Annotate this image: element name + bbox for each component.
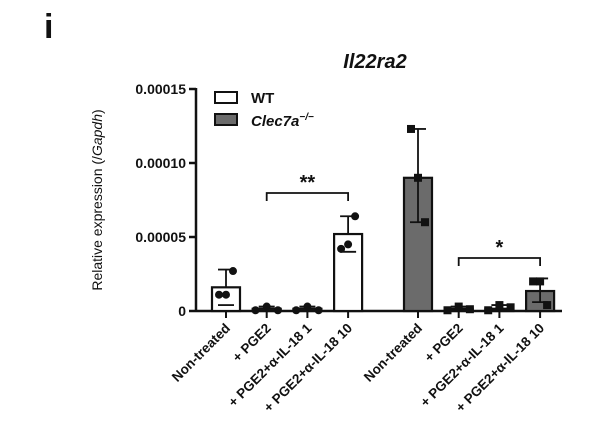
legend-swatch-wt — [214, 91, 238, 104]
data-point — [506, 303, 515, 312]
data-point — [536, 277, 545, 286]
series-wt — [210, 212, 364, 318]
data-point — [273, 306, 282, 315]
data-point — [351, 212, 360, 221]
y-tick-label: 0 — [178, 303, 186, 319]
y-tick-label: 0.00015 — [135, 81, 186, 97]
data-point — [495, 301, 504, 310]
data-point — [407, 124, 415, 133]
legend-label-sup: −/− — [299, 112, 314, 123]
data-point — [421, 218, 429, 227]
legend-label-wt: WT — [251, 90, 274, 107]
significance-bracket — [457, 257, 541, 266]
data-point — [529, 277, 538, 286]
data-point — [222, 290, 230, 299]
data-point — [314, 306, 323, 315]
y-label-end: ) — [89, 109, 105, 114]
data-point — [262, 302, 271, 311]
data-point — [337, 244, 346, 253]
series-clec7a — [402, 124, 556, 318]
legend-label-clec7a: Clec7a−/− — [251, 112, 314, 130]
data-point — [454, 302, 463, 311]
data-point — [443, 306, 452, 315]
legend-swatch-clec7a — [214, 113, 238, 126]
y-label-plain: Relative expression (/ — [89, 156, 105, 291]
data-point — [484, 306, 493, 315]
legend: WT Clec7a−/− — [214, 90, 314, 130]
significance-label: ** — [300, 172, 316, 194]
data-point — [215, 290, 223, 299]
y-tick-label: 0.00005 — [135, 229, 186, 245]
chart-title: Il22ra2 — [343, 51, 406, 73]
data-point — [344, 240, 353, 249]
x-tick-label: Non-treated — [169, 321, 233, 385]
data-point — [543, 301, 552, 310]
significance-label: * — [496, 237, 504, 259]
data-point — [251, 306, 260, 315]
legend-label-base: Clec7a — [251, 113, 299, 130]
data-point — [465, 305, 474, 314]
significance-bracket — [265, 192, 350, 201]
panel-label: i — [44, 8, 54, 46]
x-tick-label: Non-treated — [361, 321, 425, 385]
data-point — [414, 173, 422, 182]
data-point — [292, 306, 301, 315]
data-point — [303, 302, 312, 311]
y-tick-label: 0.00010 — [135, 155, 186, 171]
data-point — [229, 267, 237, 276]
y-axis-label: Relative expression (/Gapdh) — [89, 109, 105, 290]
y-label-italic: Gapdh — [89, 114, 105, 156]
